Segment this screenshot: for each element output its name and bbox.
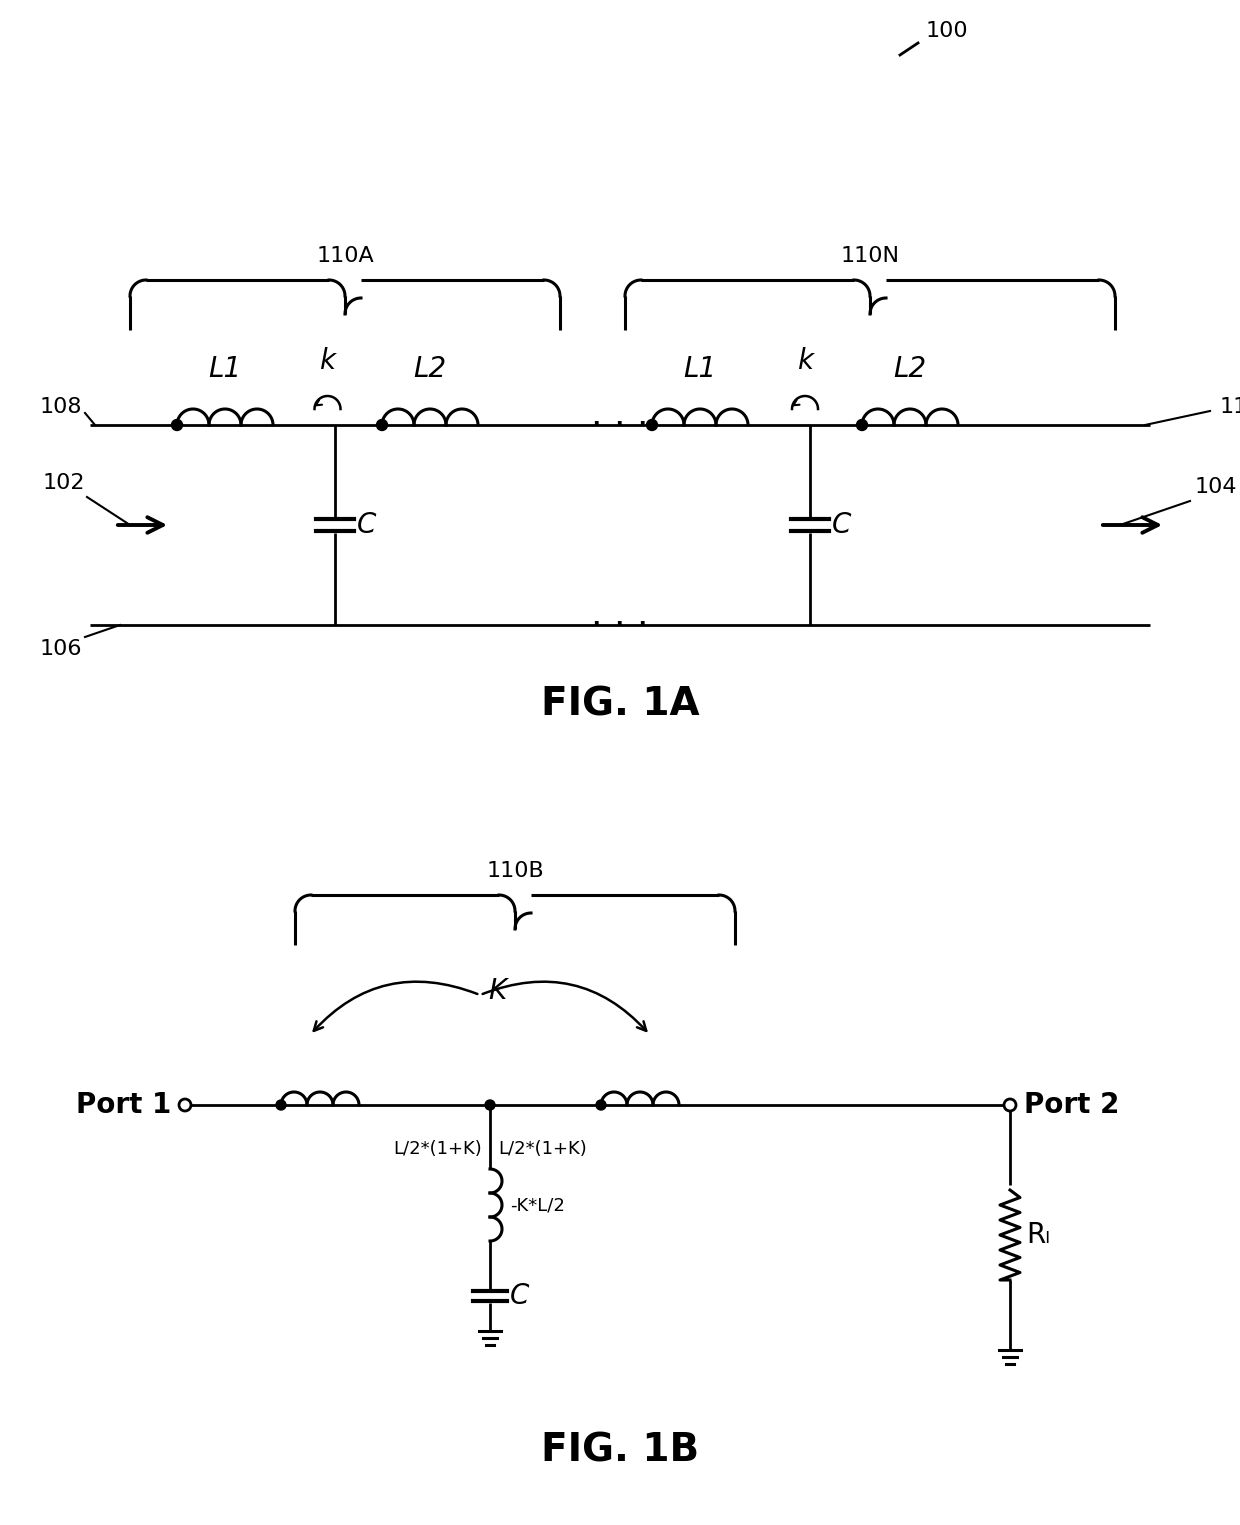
- Text: 110A: 110A: [316, 246, 374, 265]
- Circle shape: [277, 1100, 286, 1110]
- Text: 110N: 110N: [841, 246, 899, 265]
- Circle shape: [857, 419, 868, 430]
- Text: 110B: 110B: [486, 862, 544, 881]
- Text: 100: 100: [926, 21, 968, 41]
- Text: C: C: [510, 1283, 529, 1310]
- Text: k: k: [797, 348, 813, 375]
- Text: 108: 108: [40, 396, 82, 416]
- Text: 106: 106: [40, 639, 82, 659]
- Text: -K*L/2: -K*L/2: [510, 1196, 565, 1214]
- Circle shape: [179, 1100, 191, 1112]
- Text: Rₗ: Rₗ: [1025, 1222, 1050, 1249]
- Text: L1: L1: [208, 355, 242, 383]
- Text: L/2*(1+K): L/2*(1+K): [393, 1141, 482, 1157]
- Text: · · ·: · · ·: [591, 608, 649, 642]
- Circle shape: [377, 419, 387, 430]
- Circle shape: [1004, 1100, 1016, 1112]
- Text: · · ·: · · ·: [591, 409, 649, 442]
- Text: FIG. 1A: FIG. 1A: [541, 686, 699, 724]
- Text: K: K: [489, 978, 506, 1005]
- Text: Port 2: Port 2: [1024, 1090, 1120, 1119]
- Text: L/2*(1+K): L/2*(1+K): [498, 1141, 587, 1157]
- Text: FIG. 1B: FIG. 1B: [541, 1430, 699, 1469]
- Text: 112: 112: [1220, 396, 1240, 416]
- Circle shape: [596, 1100, 606, 1110]
- Circle shape: [646, 419, 657, 430]
- Text: C: C: [832, 511, 852, 538]
- Text: L2: L2: [413, 355, 446, 383]
- Text: k: k: [320, 348, 336, 375]
- Text: C: C: [357, 511, 377, 538]
- Circle shape: [485, 1100, 495, 1110]
- Text: 104: 104: [1195, 477, 1238, 497]
- Text: L2: L2: [894, 355, 926, 383]
- Text: L1: L1: [683, 355, 717, 383]
- Text: Port 1: Port 1: [76, 1090, 171, 1119]
- Circle shape: [171, 419, 182, 430]
- Text: 102: 102: [42, 473, 86, 493]
